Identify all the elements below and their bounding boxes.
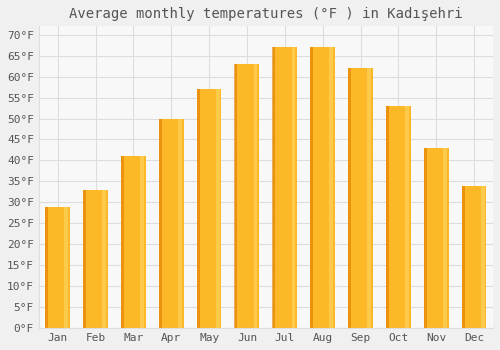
Bar (443, 148, 446, 328)
Bar (292, 47, 296, 328)
Bar (272, 47, 297, 328)
Bar (121, 156, 124, 328)
Bar (424, 148, 448, 328)
Bar (310, 47, 313, 328)
Title: Average monthly temperatures (°F ) in Kadışehri: Average monthly temperatures (°F ) in Ka… (69, 7, 462, 21)
Bar (45, 206, 48, 328)
Bar (158, 119, 162, 328)
Bar (424, 148, 426, 328)
Bar (386, 106, 410, 328)
Bar (196, 89, 200, 328)
Bar (330, 47, 333, 328)
Bar (159, 119, 184, 328)
Bar (368, 68, 371, 328)
Bar (140, 156, 144, 328)
Bar (254, 64, 258, 328)
Bar (46, 206, 70, 328)
Bar (178, 119, 182, 328)
Bar (310, 47, 335, 328)
Bar (121, 156, 146, 328)
Bar (197, 89, 222, 328)
Bar (348, 68, 373, 328)
Bar (83, 190, 86, 328)
Bar (216, 89, 220, 328)
Bar (84, 190, 108, 328)
Bar (481, 186, 484, 328)
Bar (234, 64, 238, 328)
Bar (102, 190, 106, 328)
Bar (272, 47, 276, 328)
Bar (462, 186, 464, 328)
Bar (64, 206, 68, 328)
Bar (348, 68, 351, 328)
Bar (405, 106, 409, 328)
Bar (462, 186, 486, 328)
Bar (386, 106, 389, 328)
Bar (234, 64, 260, 328)
